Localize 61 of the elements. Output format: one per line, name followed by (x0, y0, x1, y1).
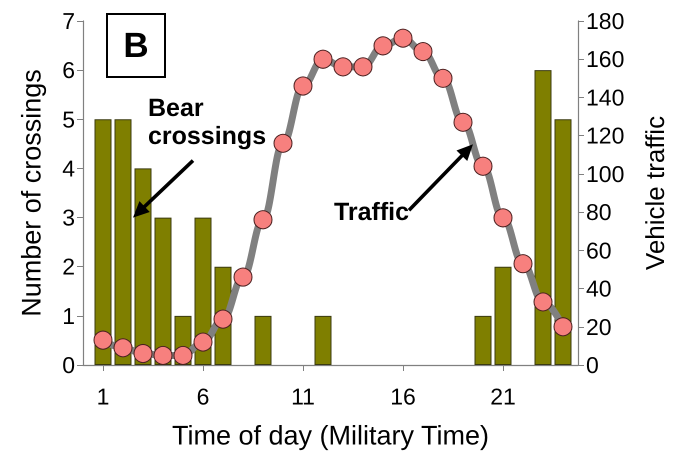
point (454, 112, 472, 132)
point (434, 68, 452, 88)
y-tick-label: 0 (62, 352, 75, 378)
bar (254, 316, 272, 365)
y2-axis-title: Vehicle traffic (640, 116, 670, 270)
y2-tick-label: 40 (586, 276, 612, 302)
bar (114, 119, 132, 365)
x-tick-label: 11 (291, 384, 315, 410)
point (414, 42, 432, 62)
y2-tick-label: 20 (586, 314, 612, 340)
y2-tick-label: 100 (586, 160, 624, 187)
x-tick-label: 1 (96, 384, 110, 410)
annotation: Traffic (334, 198, 409, 226)
y2-tick-label: 160 (586, 46, 624, 72)
point (374, 36, 392, 56)
point (254, 210, 272, 230)
point (334, 57, 352, 76)
point (294, 76, 312, 96)
point (234, 268, 252, 287)
bar (554, 119, 572, 365)
bar (314, 316, 332, 365)
x-axis-title: Time of day (Military Time) (172, 420, 490, 450)
point (554, 317, 572, 336)
point (474, 156, 492, 176)
annotation: Bear crossings (148, 94, 266, 150)
y2-tick-label: 80 (586, 199, 612, 226)
y2-tick-label: 60 (586, 237, 612, 264)
bar (534, 70, 552, 365)
point (274, 134, 292, 153)
y-tick-label: 4 (62, 155, 76, 182)
y-tick-label: 1 (62, 302, 75, 329)
bar (494, 266, 512, 365)
y2-tick-label: 180 (586, 8, 624, 34)
point (214, 310, 232, 329)
y2-tick-label: 140 (586, 84, 624, 110)
annotation: B (123, 26, 149, 65)
point (534, 292, 552, 312)
y-tick-label: 5 (62, 106, 75, 132)
y-tick-label: 7 (62, 8, 75, 34)
x-tick-label: 6 (196, 384, 210, 410)
y-tick-label: 2 (62, 254, 75, 280)
y2-tick-label: 120 (586, 122, 624, 149)
point (314, 50, 332, 69)
bar (474, 316, 492, 365)
point (514, 254, 532, 274)
x-tick-label: 16 (390, 384, 416, 410)
point (94, 330, 112, 350)
point (194, 332, 212, 352)
y-tick-label: 3 (62, 204, 75, 231)
y-axis-title: Number of crossings (16, 69, 46, 317)
point (494, 208, 512, 228)
point (394, 28, 412, 48)
y-tick-label: 6 (62, 57, 75, 84)
x-tick-label: 21 (490, 384, 516, 410)
y2-tick-label: 0 (586, 352, 599, 378)
point (114, 338, 132, 358)
point (354, 57, 372, 76)
point (154, 346, 172, 365)
point (134, 344, 152, 364)
point (174, 346, 192, 365)
bar (94, 119, 112, 365)
